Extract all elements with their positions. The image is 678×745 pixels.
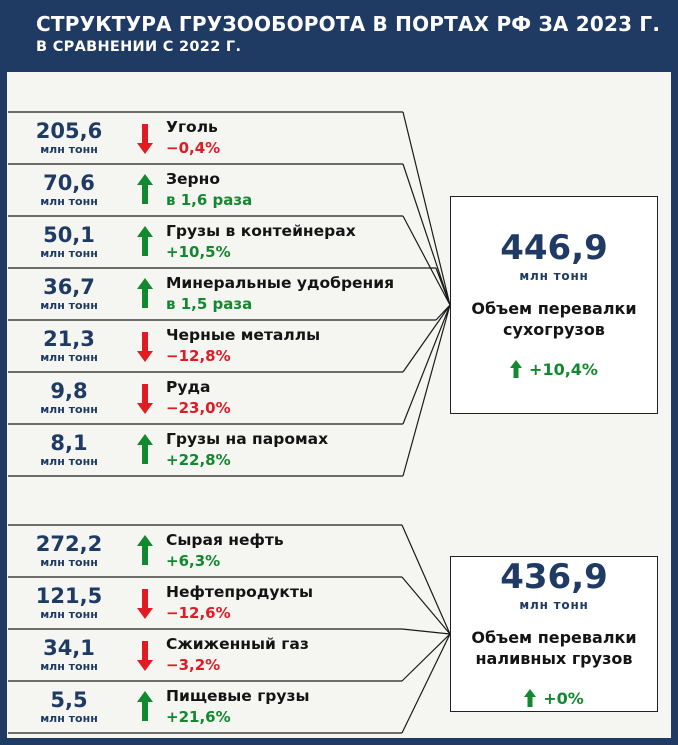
cargo-label: Руда: [166, 378, 211, 397]
cargo-value: 205,6 млн тонн: [8, 119, 130, 156]
trend-arrow-icon: [137, 587, 153, 619]
cargo-row-ruda: 9,8 млн тонн Руда −23,0%: [8, 372, 403, 424]
cargo-change: в 1,5 раза: [166, 295, 253, 314]
cargo-label: Грузы в контейнерах: [166, 222, 356, 241]
cargo-value-unit: млн тонн: [40, 299, 98, 312]
cargo-value-number: 50,1: [43, 223, 95, 247]
page-title: СТРУКТУРА ГРУЗООБОРОТА В ПОРТАХ РФ ЗА 20…: [36, 12, 661, 36]
cargo-value-number: 34,1: [43, 636, 95, 660]
trend-arrow-icon: [137, 226, 153, 258]
cargo-value-unit: млн тонн: [40, 608, 98, 621]
cargo-change: +10,5%: [166, 243, 231, 262]
header: СТРУКТУРА ГРУЗООБОРОТА В ПОРТАХ РФ ЗА 20…: [0, 0, 678, 72]
cargo-value-unit: млн тонн: [40, 660, 98, 673]
summary-change: +10,4%: [529, 360, 598, 380]
cargo-label: Сырая нефть: [166, 531, 284, 550]
trend-arrow-icon: [137, 174, 153, 206]
trend-arrow-icon: [137, 639, 153, 671]
cargo-value-unit: млн тонн: [40, 195, 98, 208]
summary-change: +0%: [543, 689, 584, 709]
cargo-change: +22,8%: [166, 451, 231, 470]
cargo-value: 5,5 млн тонн: [8, 688, 130, 725]
cargo-row-metals: 21,3 млн тонн Черные металлы −12,8%: [8, 320, 403, 372]
cargo-row-lng: 34,1 млн тонн Сжиженный газ −3,2%: [8, 629, 403, 681]
cargo-value-number: 70,6: [43, 171, 95, 195]
trend-arrow-icon: [137, 122, 153, 154]
cargo-change: −3,2%: [166, 656, 221, 675]
cargo-value-number: 205,6: [35, 119, 103, 143]
cargo-value: 9,8 млн тонн: [8, 379, 130, 416]
cargo-row-food: 5,5 млн тонн Пищевые грузы +21,6%: [8, 681, 403, 733]
cargo-value-number: 9,8: [50, 379, 88, 403]
cargo-value-number: 8,1: [50, 431, 88, 455]
summary-unit: млн тонн: [519, 597, 589, 612]
cargo-value-number: 121,5: [35, 584, 103, 608]
cargo-label: Зерно: [166, 170, 220, 189]
cargo-row-fertilizers: 36,7 млн тонн Минеральные удобрения в 1,…: [8, 268, 403, 320]
cargo-change: +6,3%: [166, 552, 221, 571]
trend-arrow-icon: [137, 434, 153, 466]
cargo-value-number: 36,7: [43, 275, 95, 299]
cargo-label: Черные металлы: [166, 326, 321, 345]
cargo-value-number: 272,2: [35, 532, 103, 556]
cargo-row-oil-products: 121,5 млн тонн Нефтепродукты −12,6%: [8, 577, 403, 629]
cargo-row-zerno: 70,6 млн тонн Зерно в 1,6 раза: [8, 164, 403, 216]
cargo-value-unit: млн тонн: [40, 403, 98, 416]
cargo-change: −0,4%: [166, 139, 221, 158]
cargo-row-oil: 272,2 млн тонн Сырая нефть +6,3%: [8, 525, 403, 577]
trend-arrow-icon: [510, 360, 522, 379]
trend-arrow-icon: [524, 689, 536, 708]
cargo-value: 50,1 млн тонн: [8, 223, 130, 260]
cargo-value: 36,7 млн тонн: [8, 275, 130, 312]
summary-box-dry-cargo: 446,9 млн тонн Объем перевалки сухогрузо…: [450, 196, 658, 414]
cargo-label: Нефтепродукты: [166, 583, 313, 602]
summary-value: 446,9: [500, 227, 608, 268]
cargo-row-ferries: 8,1 млн тонн Грузы на паромах +22,8%: [8, 424, 403, 476]
cargo-value-unit: млн тонн: [40, 143, 98, 156]
trend-arrow-icon: [137, 382, 153, 414]
cargo-value-unit: млн тонн: [40, 455, 98, 468]
cargo-row-containers: 50,1 млн тонн Грузы в контейнерах +10,5%: [8, 216, 403, 268]
cargo-value-number: 21,3: [43, 327, 95, 351]
summary-value: 436,9: [500, 556, 608, 597]
summary-box-liquid-cargo: 436,9 млн тонн Объем перевалки наливных …: [450, 556, 658, 712]
cargo-value-unit: млн тонн: [40, 712, 98, 725]
trend-arrow-icon: [137, 691, 153, 723]
cargo-label: Уголь: [166, 118, 218, 137]
cargo-value-unit: млн тонн: [40, 351, 98, 364]
cargo-value: 272,2 млн тонн: [8, 532, 130, 569]
summary-unit: млн тонн: [519, 268, 589, 283]
cargo-label: Минеральные удобрения: [166, 274, 395, 293]
cargo-value: 121,5 млн тонн: [8, 584, 130, 621]
cargo-value: 21,3 млн тонн: [8, 327, 130, 364]
cargo-row-ugol: 205,6 млн тонн Уголь −0,4%: [8, 112, 403, 164]
trend-arrow-icon: [137, 535, 153, 567]
cargo-label: Сжиженный газ: [166, 635, 309, 654]
cargo-change: −12,8%: [166, 347, 231, 366]
trend-arrow-icon: [137, 330, 153, 362]
cargo-change: +21,6%: [166, 708, 231, 727]
summary-label: Объем перевалки сухогрузов: [471, 298, 637, 339]
page-subtitle: В СРАВНЕНИИ С 2022 Г.: [36, 39, 242, 55]
trend-arrow-icon: [137, 278, 153, 310]
cargo-change: −12,6%: [166, 604, 231, 623]
summary-label: Объем перевалки наливных грузов: [471, 627, 637, 668]
cargo-value-unit: млн тонн: [40, 556, 98, 569]
cargo-change: −23,0%: [166, 399, 231, 418]
cargo-value: 34,1 млн тонн: [8, 636, 130, 673]
cargo-value-unit: млн тонн: [40, 247, 98, 260]
cargo-value: 8,1 млн тонн: [8, 431, 130, 468]
cargo-value: 70,6 млн тонн: [8, 171, 130, 208]
cargo-value-number: 5,5: [50, 688, 88, 712]
cargo-change: в 1,6 раза: [166, 191, 253, 210]
cargo-label: Грузы на паромах: [166, 430, 329, 449]
cargo-label: Пищевые грузы: [166, 687, 310, 706]
